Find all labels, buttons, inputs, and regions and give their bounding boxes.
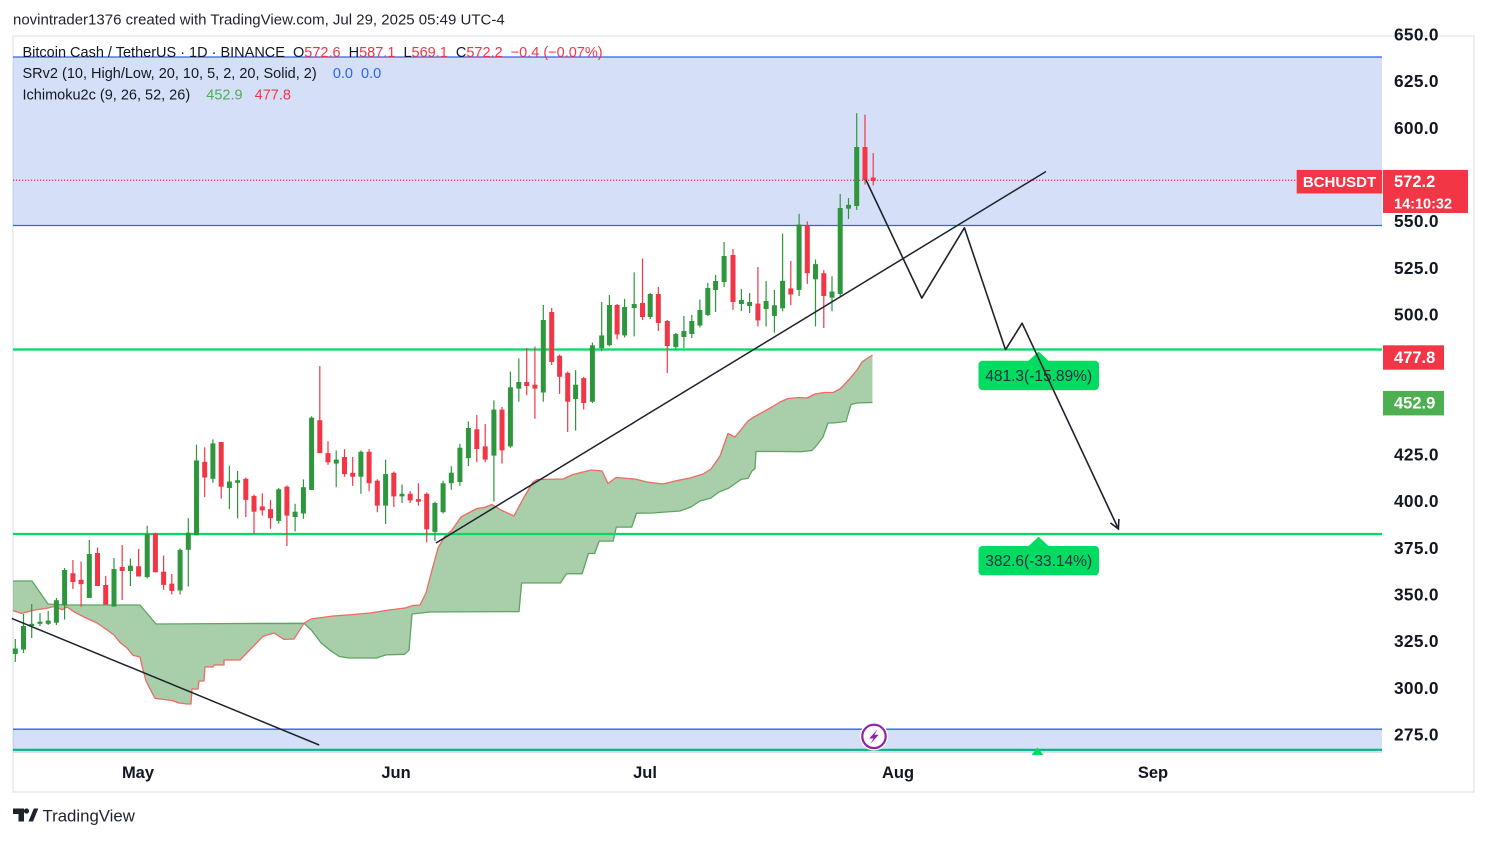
svg-text:SRv2 (10, High/Low, 20, 10, 5,: SRv2 (10, High/Low, 20, 10, 5, 2, 20, So… [23,66,382,82]
svg-text:382.6(-33.14%): 382.6(-33.14%) [985,553,1092,570]
svg-text:350.0: 350.0 [1394,585,1439,605]
svg-text:Jul: Jul [633,764,657,782]
svg-text:452.9: 452.9 [1394,395,1435,413]
svg-text:525.0: 525.0 [1394,258,1439,278]
svg-text:550.0: 550.0 [1394,211,1439,231]
svg-text:May: May [122,764,155,782]
svg-text:novintrader1376 created with T: novintrader1376 created with TradingView… [13,12,505,29]
svg-text:572.2: 572.2 [1394,173,1435,191]
svg-text:Aug: Aug [882,764,914,782]
svg-text:Sep: Sep [1138,764,1168,782]
svg-text:600.0: 600.0 [1394,118,1439,138]
svg-text:481.3(-15.89%): 481.3(-15.89%) [985,368,1092,385]
svg-text:325.0: 325.0 [1394,631,1439,651]
svg-text:300.0: 300.0 [1394,678,1439,698]
svg-text:275.0: 275.0 [1394,725,1439,745]
svg-text:14:10:32: 14:10:32 [1394,196,1452,212]
svg-text:BCHUSDT: BCHUSDT [1303,174,1376,191]
svg-text:650.0: 650.0 [1394,25,1439,45]
svg-text:500.0: 500.0 [1394,305,1439,325]
svg-text:477.8: 477.8 [1394,349,1435,367]
svg-text:Bitcoin Cash / TetherUS · 1D ·: Bitcoin Cash / TetherUS · 1D · BINANCE O… [23,45,603,61]
svg-text:425.0: 425.0 [1394,445,1439,465]
svg-text:Jun: Jun [381,764,410,782]
svg-text:TradingView: TradingView [43,807,136,826]
svg-text:375.0: 375.0 [1394,538,1439,558]
svg-text:Ichimoku2c (9, 26, 52, 26): Ichimoku2c (9, 26, 52, 26) 452.9 477.8 [23,88,291,104]
svg-text:625.0: 625.0 [1394,71,1439,91]
svg-text:400.0: 400.0 [1394,491,1439,511]
